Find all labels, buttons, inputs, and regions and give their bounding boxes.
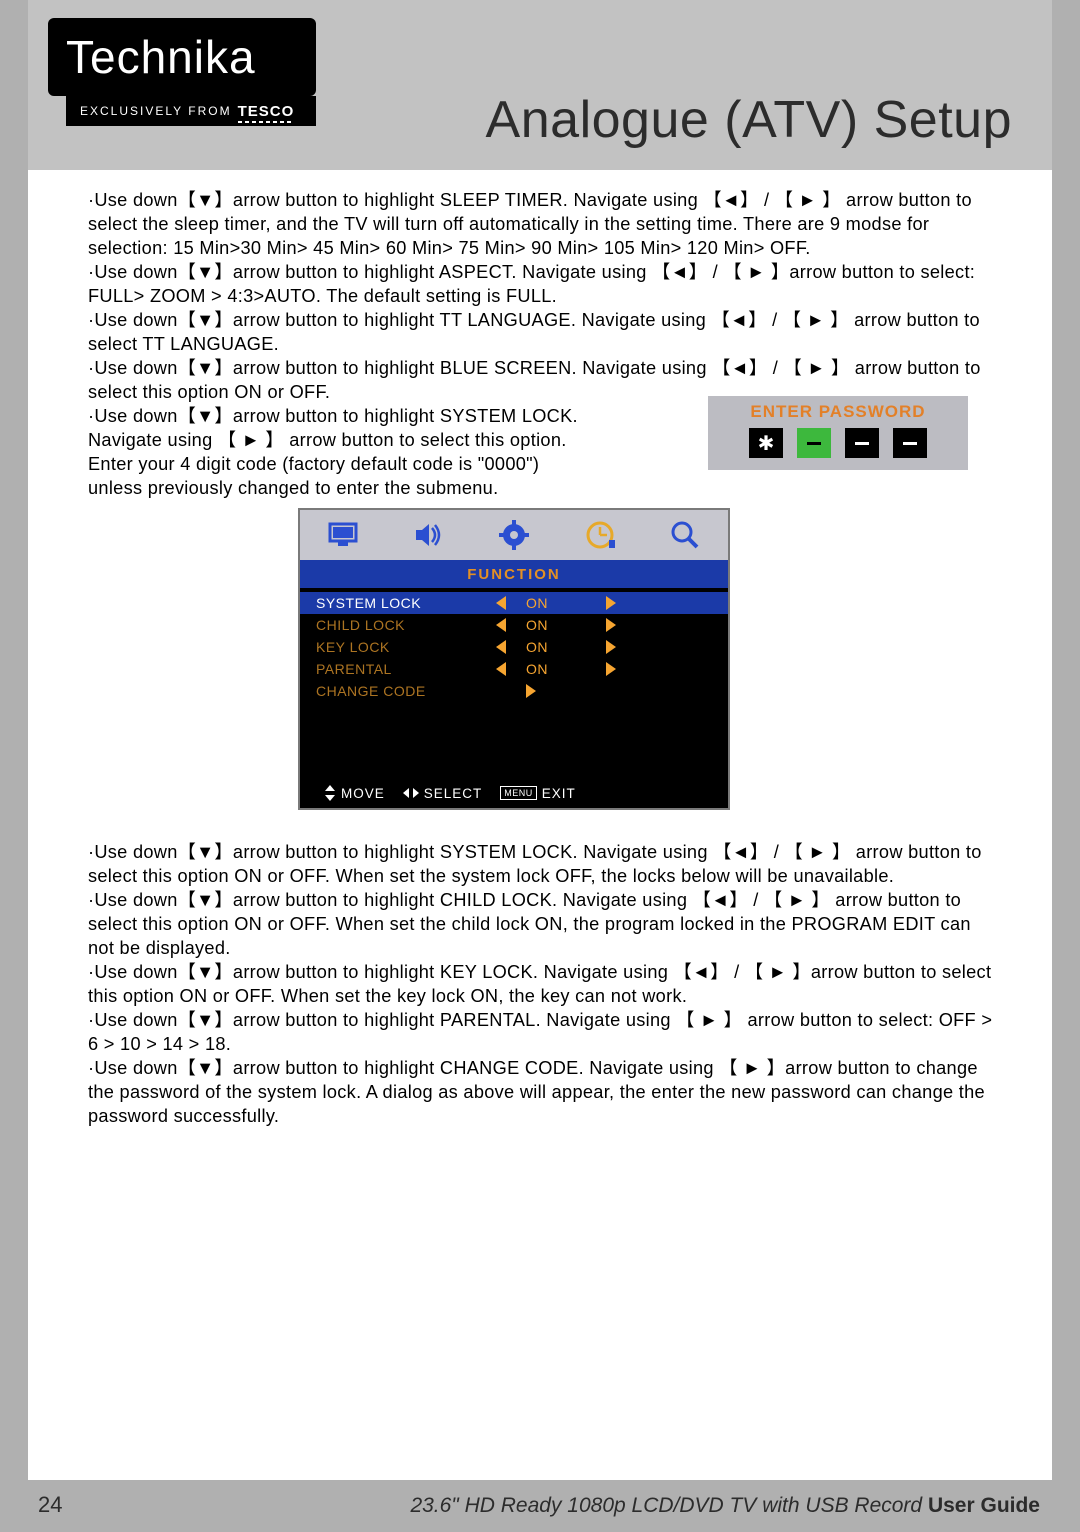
osd-item-label: CHANGE CODE xyxy=(316,683,496,699)
speaker-icon[interactable] xyxy=(412,519,444,551)
monitor-icon[interactable] xyxy=(327,519,359,551)
para: unless previously changed to enter the s… xyxy=(88,476,993,500)
arrow-right-icon xyxy=(606,618,616,632)
footer-guide: User Guide xyxy=(928,1494,1040,1517)
password-cells: ✱ xyxy=(720,428,956,458)
footer-product: 23.6" HD Ready 1080p LCD/DVD TV with USB… xyxy=(410,1494,928,1517)
para: ·Use down【▼】arrow button to highlight TT… xyxy=(88,308,993,356)
para: ·Use down【▼】arrow button to highlight PA… xyxy=(88,1008,993,1056)
arrow-left-icon xyxy=(496,596,506,610)
osd-row-child-lock[interactable]: CHILD LOCK ON xyxy=(316,614,712,636)
osd-item-label: CHILD LOCK xyxy=(316,617,496,633)
updown-icon xyxy=(324,785,336,801)
password-cell[interactable] xyxy=(797,428,831,458)
osd-item-value: ON xyxy=(526,595,586,611)
osd-row-key-lock[interactable]: KEY LOCK ON xyxy=(316,636,712,658)
osd-item-value: ON xyxy=(526,639,586,655)
menu-icon: MENU xyxy=(500,786,537,800)
brand-subtext: EXCLUSIVELY FROM TESCO xyxy=(66,96,316,126)
para: ·Use down【▼】arrow button to highlight CH… xyxy=(88,1056,993,1128)
osd-menu: FUNCTION SYSTEM LOCK ON CHILD LOCK ON KE… xyxy=(298,508,730,810)
instructions-bottom: ·Use down【▼】arrow button to highlight SY… xyxy=(88,840,993,1128)
para: ·Use down【▼】arrow button to highlight CH… xyxy=(88,888,993,960)
password-cell[interactable] xyxy=(893,428,927,458)
move-hint: MOVE xyxy=(324,785,385,801)
page-number: 24 xyxy=(38,1492,62,1518)
osd-item-value: ON xyxy=(526,661,586,677)
select-hint: SELECT xyxy=(403,786,483,801)
clock-icon[interactable] xyxy=(584,519,616,551)
gear-icon[interactable] xyxy=(498,519,530,551)
para: ·Use down【▼】arrow button to highlight AS… xyxy=(88,260,993,308)
osd-item-value: ON xyxy=(526,617,586,633)
para: ·Use down【▼】arrow button to highlight SY… xyxy=(88,840,993,888)
arrow-right-icon xyxy=(606,640,616,654)
arrow-left-icon xyxy=(496,662,506,676)
password-cell[interactable]: ✱ xyxy=(749,428,783,458)
osd-footer: MOVE SELECT MENU EXIT xyxy=(300,778,728,808)
osd-tab-bar xyxy=(300,510,728,560)
para: ·Use down【▼】arrow button to highlight SL… xyxy=(88,188,993,260)
osd-item-label: SYSTEM LOCK xyxy=(316,595,496,611)
magnifier-icon[interactable] xyxy=(669,519,701,551)
osd-item-label: PARENTAL xyxy=(316,661,496,677)
page-sheet: Technika EXCLUSIVELY FROM TESCO Analogue… xyxy=(28,0,1052,1480)
arrow-right-icon xyxy=(606,662,616,676)
exit-hint: MENU EXIT xyxy=(500,786,576,801)
footer-text: 23.6" HD Ready 1080p LCD/DVD TV with USB… xyxy=(410,1494,1040,1518)
osd-item-label: KEY LOCK xyxy=(316,639,496,655)
arrow-left-icon xyxy=(496,640,506,654)
arrow-right-icon xyxy=(526,684,536,698)
password-cell[interactable] xyxy=(845,428,879,458)
brand-logo: Technika xyxy=(48,18,316,96)
osd-row-parental[interactable]: PARENTAL ON xyxy=(316,658,712,680)
page-title: Analogue (ATV) Setup xyxy=(486,90,1012,150)
password-title: ENTER PASSWORD xyxy=(720,402,956,422)
osd-row-change-code[interactable]: CHANGE CODE xyxy=(316,680,712,702)
password-dialog: ENTER PASSWORD ✱ xyxy=(708,396,968,470)
brand-sub-name: TESCO xyxy=(238,103,295,120)
osd-body: SYSTEM LOCK ON CHILD LOCK ON KEY LOCK ON… xyxy=(300,588,728,780)
osd-row-system-lock[interactable]: SYSTEM LOCK ON xyxy=(300,592,728,614)
arrow-left-icon xyxy=(496,618,506,632)
arrow-right-icon xyxy=(606,596,616,610)
leftright-icon xyxy=(403,787,419,799)
brand-name: Technika xyxy=(48,30,316,84)
para: ·Use down【▼】arrow button to highlight KE… xyxy=(88,960,993,1008)
brand-sub-prefix: EXCLUSIVELY FROM xyxy=(80,104,232,118)
osd-section-title: FUNCTION xyxy=(300,560,728,588)
